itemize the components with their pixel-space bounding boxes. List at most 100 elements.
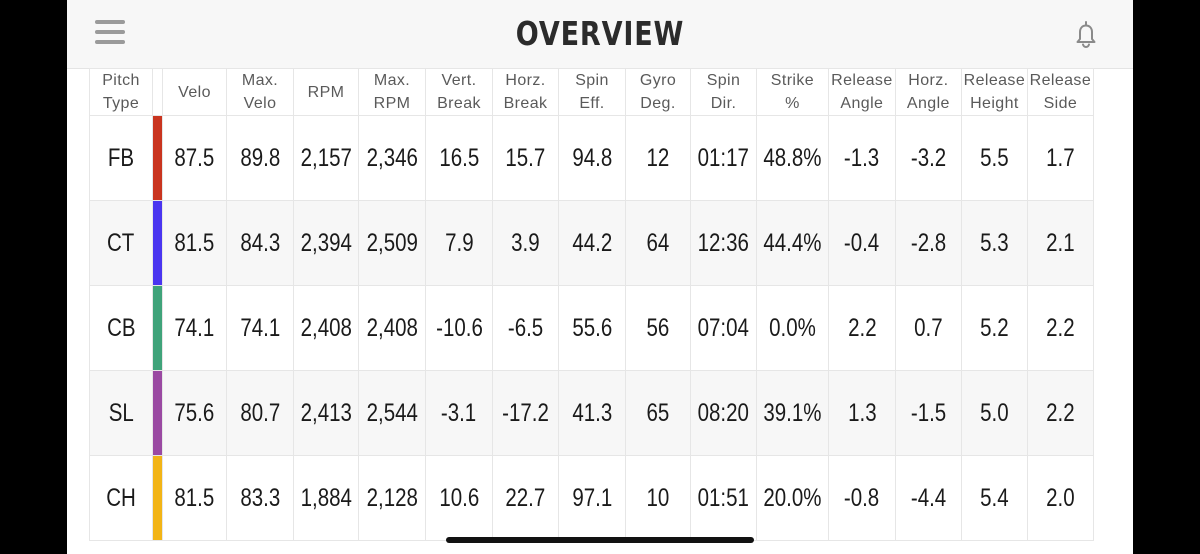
table-cell: 7.9 [425,200,493,286]
table-cell: -6.5 [492,285,559,371]
table-cell: 97.1 [558,455,626,541]
table-cell: 07:04 [690,285,757,371]
table-cell: 22.7 [492,455,559,541]
table-cell: 2,408 [358,285,426,371]
table-cell: 2,157 [293,115,359,201]
table-cell: 5.5 [960,115,1028,201]
bell-icon[interactable] [1071,19,1101,49]
column-header[interactable]: Gyro Deg. [625,68,691,116]
table-cell: 2,413 [293,370,359,456]
page-title: OVERVIEW [515,14,685,53]
app-screen: OVERVIEW Pitch Type [67,0,1133,554]
table-cell: 2,544 [358,370,426,456]
pitch-type-cell: CH [89,455,153,541]
table-cell: 44.4% [756,200,829,286]
table-header-row: Pitch Type Velo Max. Velo RPM Max. RPM Vert… [89,68,1094,116]
table-cell: 10.6 [425,455,493,541]
pitch-type-cell: SL [89,370,153,456]
hamburger-menu-icon[interactable] [95,20,125,44]
table-cell: -10.6 [425,285,493,371]
table-cell: 1.7 [1026,115,1094,201]
table-cell: 87.5 [162,115,227,201]
app-header: OVERVIEW [67,0,1133,69]
table-cell: 16.5 [425,115,493,201]
home-indicator[interactable] [446,537,754,543]
table-cell: -17.2 [492,370,559,456]
table-cell: 12:36 [690,200,757,286]
table-cell: 0.7 [894,285,962,371]
table-cell: 56 [625,285,691,371]
table-cell: -0.8 [827,455,896,541]
pitch-color-bar [152,285,163,371]
table-cell: 41.3 [558,370,626,456]
table-cell: 2,346 [358,115,426,201]
column-header[interactable]: RPM [293,68,359,116]
table-cell: 64 [625,200,691,286]
pitch-overview-table: Pitch Type Velo Max. Velo RPM Max. RPM Vert… [89,68,1094,541]
column-header[interactable]: Horz. Angle [894,68,962,116]
column-header[interactable]: Max. Velo [226,68,294,116]
table-cell: 2.1 [1026,200,1094,286]
table-cell: 44.2 [558,200,626,286]
column-header[interactable]: Release Height [960,68,1028,116]
table-cell: 0.0% [756,285,829,371]
column-header[interactable]: Max. RPM [358,68,426,116]
table-cell: 2.2 [1026,370,1094,456]
table-row[interactable]: CT 81.5 84.3 2,394 2,509 7.9 3.9 44.2 64 12:36 44.… [89,200,1094,286]
table-cell: 81.5 [162,455,227,541]
table-cell: 1,884 [293,455,359,541]
table-cell: 20.0% [756,455,829,541]
pitch-color-bar [152,115,163,201]
table-cell: 2,408 [293,285,359,371]
table-cell: 80.7 [226,370,294,456]
pitch-type-cell: CT [89,200,153,286]
column-header[interactable]: Vert. Break [425,68,493,116]
table-cell: 74.1 [226,285,294,371]
table-cell: 55.6 [558,285,626,371]
table-cell: 12 [625,115,691,201]
table-cell: 3.9 [492,200,559,286]
table-cell: 75.6 [162,370,227,456]
pitch-color-bar [152,370,163,456]
table-cell: 81.5 [162,200,227,286]
column-header[interactable]: Spin Eff. [558,68,626,116]
table-cell: -4.4 [894,455,962,541]
table-cell: -0.4 [827,200,896,286]
table-cell: 74.1 [162,285,227,371]
table-row[interactable]: FB 87.5 89.8 2,157 2,346 16.5 15.7 94.8 12 01:17 4… [89,115,1094,201]
pitch-type-cell: CB [89,285,153,371]
column-header[interactable]: Release Side [1026,68,1094,116]
table-cell: 5.2 [960,285,1028,371]
color-bar-header [152,68,163,116]
table-cell: 5.4 [960,455,1028,541]
table-cell: 2.2 [1026,285,1094,371]
table-cell: -3.1 [425,370,493,456]
table-cell: 2,394 [293,200,359,286]
table-cell: 2,128 [358,455,426,541]
column-header[interactable]: Horz. Break [492,68,559,116]
table-cell: -1.5 [894,370,962,456]
table-cell: 94.8 [558,115,626,201]
table-cell: 48.8% [756,115,829,201]
table-cell: 5.3 [960,200,1028,286]
table-cell: 10 [625,455,691,541]
table-cell: 39.1% [756,370,829,456]
pitch-type-cell: FB [89,115,153,201]
table-cell: -1.3 [827,115,896,201]
table-cell: 2.2 [827,285,896,371]
table-row[interactable]: CB 74.1 74.1 2,408 2,408 -10.6 -6.5 55.6 56 07:04… [89,285,1094,371]
column-header[interactable]: Release Angle [827,68,896,116]
table-cell: 84.3 [226,200,294,286]
column-header[interactable]: Strike% [756,68,829,116]
column-header[interactable]: Spin Dir. [690,68,757,116]
table-cell: -3.2 [894,115,962,201]
table-cell: -2.8 [894,200,962,286]
table-row[interactable]: CH 81.5 83.3 1,884 2,128 10.6 22.7 97.1 10 01:51 2… [89,455,1094,541]
table-cell: 83.3 [226,455,294,541]
table-cell: 01:17 [690,115,757,201]
column-header[interactable]: Pitch Type [89,68,153,116]
column-header[interactable]: Velo [162,68,227,116]
table-cell: 2,509 [358,200,426,286]
table-row[interactable]: SL 75.6 80.7 2,413 2,544 -3.1 -17.2 41.3 65 08:20… [89,370,1094,456]
table-cell: 15.7 [492,115,559,201]
